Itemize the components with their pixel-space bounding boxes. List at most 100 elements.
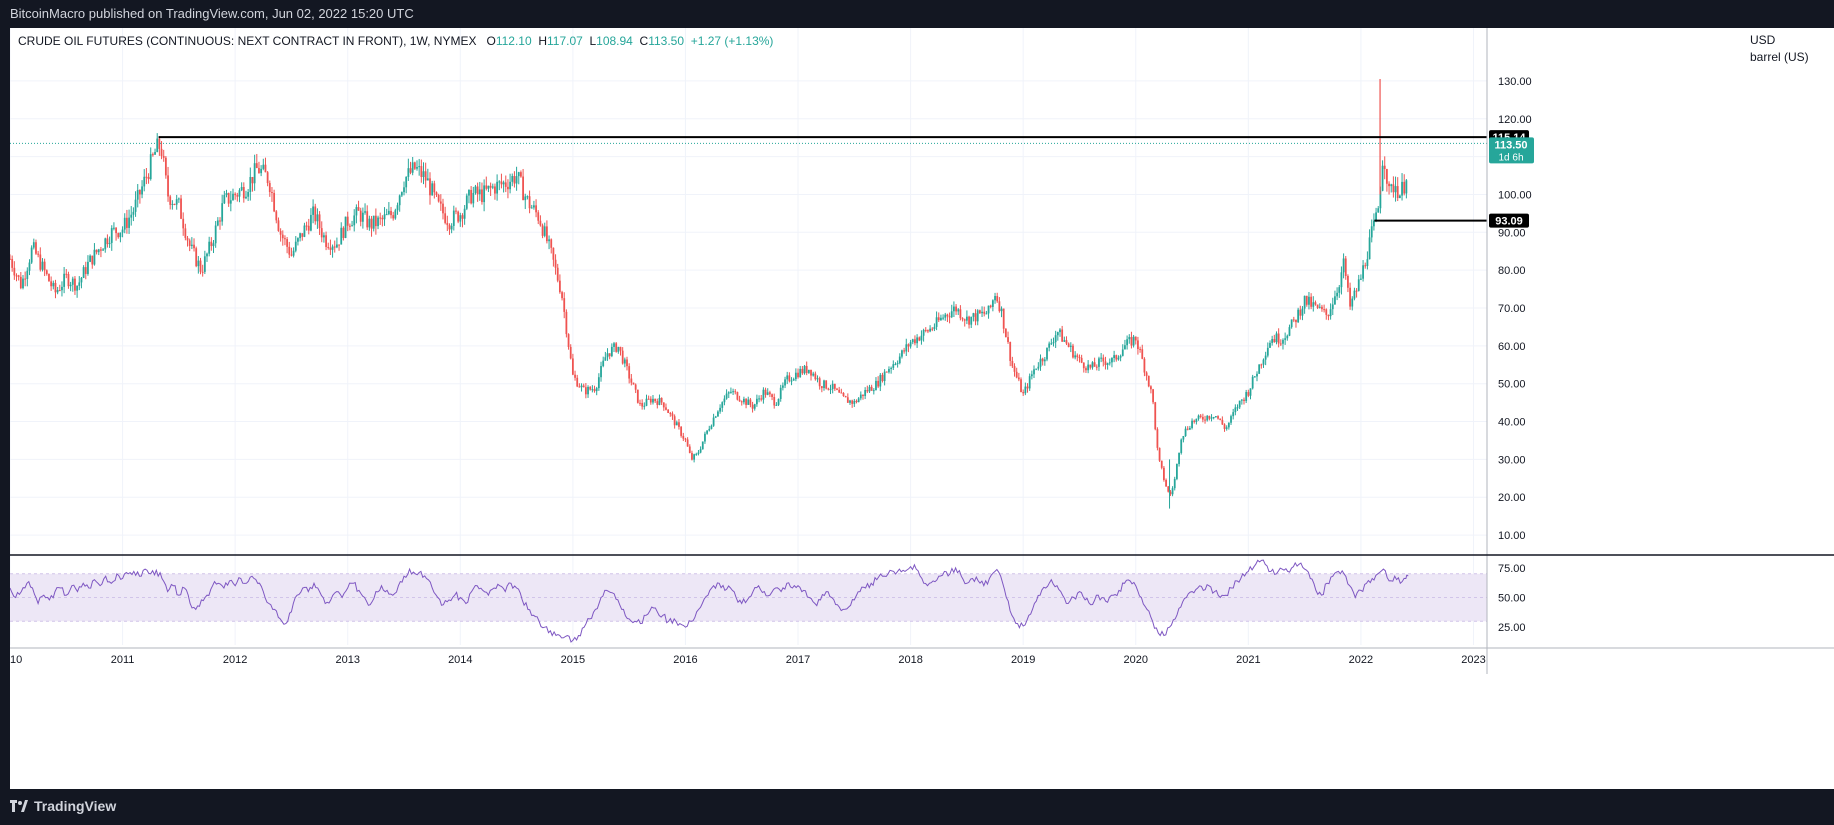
candle-body xyxy=(1024,386,1027,394)
candle xyxy=(465,193,468,211)
candle-body xyxy=(1258,364,1261,374)
candle xyxy=(1208,415,1211,421)
candle-body xyxy=(74,278,76,291)
candle xyxy=(121,226,124,238)
candle-body xyxy=(764,389,767,395)
candle-body xyxy=(13,267,16,276)
candle-body xyxy=(208,241,211,254)
candle-body xyxy=(1141,349,1144,359)
candle xyxy=(1113,350,1116,363)
candle-body xyxy=(801,368,804,374)
candle xyxy=(991,299,994,312)
candle xyxy=(931,327,934,332)
unit-label: barrel (US) xyxy=(1750,50,1809,64)
candle-body xyxy=(355,207,358,216)
candle-body xyxy=(1396,186,1399,199)
candle-body xyxy=(857,398,860,403)
candle xyxy=(691,450,693,461)
x-tick-label: 2023 xyxy=(1461,654,1485,666)
candle xyxy=(857,397,860,403)
candle-body xyxy=(944,314,947,318)
candle xyxy=(1383,156,1386,180)
candle xyxy=(260,165,263,177)
candle xyxy=(965,310,968,325)
chart-svg[interactable]: 10.00 20.00 30.00 40.00 50.00 60.00 70.00 80.00… xyxy=(9,28,1834,789)
candle-body xyxy=(149,154,152,180)
candle-body xyxy=(548,239,550,242)
candle-body xyxy=(509,181,511,190)
candle-body xyxy=(177,198,180,200)
candle xyxy=(1037,362,1040,371)
candle-body xyxy=(1385,168,1388,184)
candle xyxy=(1013,363,1016,377)
candle-body xyxy=(563,298,566,312)
candle xyxy=(314,203,317,225)
candle-body xyxy=(465,195,468,209)
candle xyxy=(944,312,947,321)
candle-body xyxy=(517,172,520,177)
candle xyxy=(946,313,949,323)
candle-body xyxy=(1147,375,1150,387)
candle xyxy=(981,306,983,318)
candle-body xyxy=(571,358,574,375)
candle-body xyxy=(316,214,319,222)
candle xyxy=(1230,414,1232,425)
horizontal-levels[interactable] xyxy=(10,136,1487,222)
candle xyxy=(669,411,672,417)
candle-body xyxy=(1167,486,1170,492)
tradingview-logo[interactable]: TradingView xyxy=(10,798,116,814)
candle xyxy=(188,238,191,252)
candle xyxy=(1297,307,1300,324)
candle xyxy=(1126,335,1129,350)
candle-body xyxy=(924,329,927,331)
candle-body xyxy=(643,405,646,407)
candle xyxy=(615,342,618,353)
candle-body xyxy=(126,217,128,228)
candle-body xyxy=(600,366,602,378)
candle xyxy=(186,235,189,247)
candle-body xyxy=(587,386,589,395)
x-tick-label: 2012 xyxy=(223,654,247,666)
candle xyxy=(1279,339,1282,347)
candle-body xyxy=(1030,374,1033,377)
candle xyxy=(933,323,936,332)
open-label: O xyxy=(486,34,496,48)
candle-body xyxy=(894,364,897,366)
candle xyxy=(530,204,533,209)
candle-body xyxy=(82,267,85,278)
candle xyxy=(528,190,531,214)
candle xyxy=(1124,339,1126,350)
candle-body xyxy=(1327,314,1330,317)
candle-body xyxy=(784,379,786,386)
candle xyxy=(431,180,434,196)
candle-body xyxy=(478,189,481,195)
candle-body xyxy=(1301,308,1304,316)
candle-body xyxy=(396,205,399,211)
candle-body xyxy=(1074,355,1077,358)
candle xyxy=(1344,255,1347,280)
candle xyxy=(623,357,626,368)
candle xyxy=(1217,415,1219,420)
candle-body xyxy=(641,402,644,407)
candle xyxy=(738,395,741,402)
candle xyxy=(82,265,85,279)
candle xyxy=(972,312,975,322)
candle-body xyxy=(158,138,161,149)
candle xyxy=(251,176,254,192)
candle xyxy=(147,173,150,184)
candle xyxy=(1137,336,1139,355)
candle-body xyxy=(182,218,185,229)
candle xyxy=(719,404,721,414)
candle xyxy=(17,274,20,281)
candle xyxy=(552,247,555,267)
candle xyxy=(149,147,152,181)
chart-area[interactable]: 10.00 20.00 30.00 40.00 50.00 60.00 70.00 80.00… xyxy=(9,28,1834,789)
candle xyxy=(385,208,388,216)
candle xyxy=(80,276,83,289)
candle xyxy=(1191,418,1193,430)
candle-body xyxy=(1284,338,1287,340)
candle xyxy=(613,341,615,353)
candle xyxy=(452,205,455,231)
candle-body xyxy=(154,151,156,155)
candle-body xyxy=(970,316,973,325)
